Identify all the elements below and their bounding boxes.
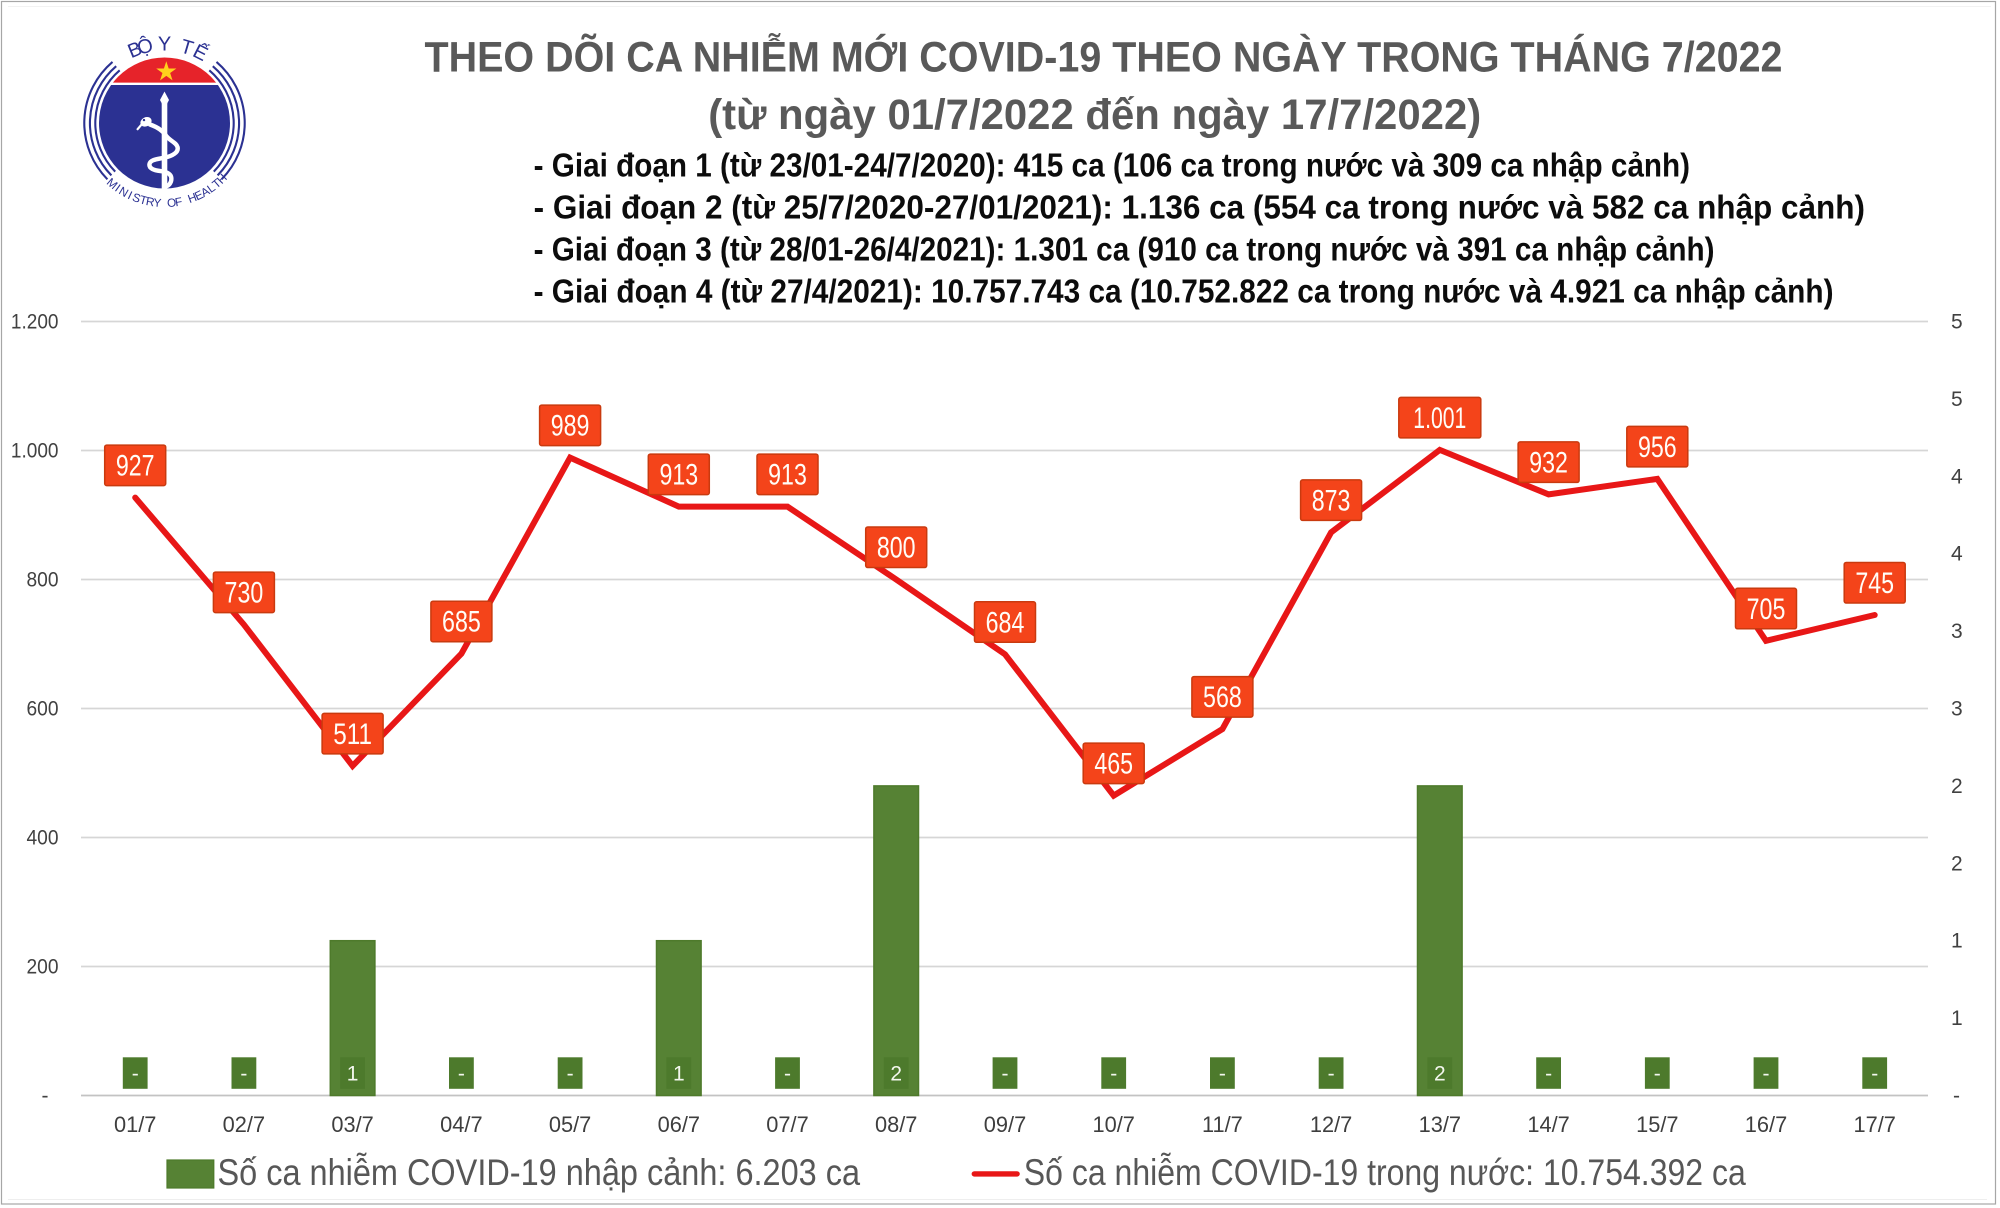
svg-text:5: 5 xyxy=(1951,388,1963,411)
svg-text:02/7: 02/7 xyxy=(223,1112,265,1137)
svg-text:T: T xyxy=(138,192,149,207)
svg-text:4: 4 xyxy=(1951,543,1963,566)
svg-text:800: 800 xyxy=(877,532,916,565)
svg-text:-: - xyxy=(1763,1063,1770,1086)
svg-text:2: 2 xyxy=(1951,852,1963,875)
svg-text:Số ca nhiễm COVID-19 trong nướ: Số ca nhiễm COVID-19 trong nước: 10.754.… xyxy=(1024,1152,1746,1193)
svg-text:05/7: 05/7 xyxy=(549,1112,591,1137)
svg-text:11/7: 11/7 xyxy=(1202,1112,1243,1137)
svg-text:-: - xyxy=(1328,1063,1335,1086)
svg-text:2: 2 xyxy=(1951,775,1963,798)
svg-text:-: - xyxy=(784,1063,791,1086)
svg-text:745: 745 xyxy=(1855,567,1894,600)
svg-text:1.200: 1.200 xyxy=(11,311,59,334)
svg-text:730: 730 xyxy=(225,577,264,610)
svg-text:5: 5 xyxy=(1951,311,1963,334)
svg-text:1: 1 xyxy=(673,1063,685,1086)
svg-text:1: 1 xyxy=(347,1063,359,1086)
svg-text:17/7: 17/7 xyxy=(1853,1112,1895,1137)
svg-text:13/7: 13/7 xyxy=(1419,1112,1461,1137)
svg-text:685: 685 xyxy=(442,606,481,639)
svg-text:- Giai đoạn 1 (từ 23/01-24/7/2: - Giai đoạn 1 (từ 23/01-24/7/2020): 415 … xyxy=(534,147,1690,184)
svg-text:Ộ: Ộ xyxy=(135,33,156,59)
svg-text:2: 2 xyxy=(1434,1063,1446,1086)
svg-text:927: 927 xyxy=(116,450,155,483)
svg-text:4: 4 xyxy=(1951,465,1963,488)
svg-text:600: 600 xyxy=(27,698,59,721)
svg-text:-: - xyxy=(240,1063,247,1086)
svg-text:2: 2 xyxy=(890,1063,902,1086)
svg-text:913: 913 xyxy=(659,459,698,492)
svg-text:932: 932 xyxy=(1529,446,1568,479)
svg-text:Y: Y xyxy=(158,34,171,56)
svg-text:568: 568 xyxy=(1203,681,1242,714)
svg-text:01/7: 01/7 xyxy=(114,1112,156,1137)
svg-text:T: T xyxy=(178,36,196,61)
svg-text:873: 873 xyxy=(1312,484,1351,517)
svg-text:03/7: 03/7 xyxy=(331,1112,373,1137)
svg-text:10/7: 10/7 xyxy=(1092,1112,1134,1137)
svg-text:O: O xyxy=(166,195,176,210)
svg-text:- Giai đoạn 2 (từ 25/7/2020-27: - Giai đoạn 2 (từ 25/7/2020-27/01/2021):… xyxy=(534,189,1865,226)
svg-text:989: 989 xyxy=(551,410,590,443)
svg-text:-: - xyxy=(1545,1063,1552,1086)
svg-text:I: I xyxy=(126,188,135,202)
svg-text:- Giai đoạn 3 (từ 28/01-26/4/2: - Giai đoạn 3 (từ 28/01-26/4/2021): 1.30… xyxy=(534,231,1715,268)
svg-text:R: R xyxy=(145,194,156,209)
svg-text:Y: Y xyxy=(153,195,162,210)
svg-text:1.001: 1.001 xyxy=(1413,402,1466,435)
svg-text:913: 913 xyxy=(768,459,807,492)
svg-text:16/7: 16/7 xyxy=(1745,1112,1787,1137)
svg-text:09/7: 09/7 xyxy=(984,1112,1026,1137)
svg-text:705: 705 xyxy=(1747,593,1786,626)
svg-text:1: 1 xyxy=(1951,1007,1963,1030)
svg-text:- Giai đoạn 4 (từ 27/4/2021):: - Giai đoạn 4 (từ 27/4/2021): 10.757.743… xyxy=(534,273,1834,310)
svg-text:-: - xyxy=(132,1063,139,1086)
svg-text:465: 465 xyxy=(1094,748,1133,781)
svg-text:06/7: 06/7 xyxy=(658,1112,700,1137)
svg-text:800: 800 xyxy=(27,569,59,592)
svg-text:3: 3 xyxy=(1951,620,1963,643)
svg-text:-: - xyxy=(1110,1063,1117,1086)
svg-text:Số ca nhiễm COVID-19 nhập cảnh: Số ca nhiễm COVID-19 nhập cảnh: 6.203 ca xyxy=(218,1152,861,1193)
svg-text:684: 684 xyxy=(986,606,1025,639)
svg-text:-: - xyxy=(1002,1063,1009,1086)
svg-text:3: 3 xyxy=(1951,698,1963,721)
svg-text:14/7: 14/7 xyxy=(1527,1112,1569,1137)
svg-text:200: 200 xyxy=(27,956,59,979)
svg-text:15/7: 15/7 xyxy=(1636,1112,1678,1137)
svg-text:08/7: 08/7 xyxy=(875,1112,917,1137)
svg-text:956: 956 xyxy=(1638,431,1677,464)
svg-text:07/7: 07/7 xyxy=(766,1112,808,1137)
svg-text:400: 400 xyxy=(27,827,59,850)
svg-text:511: 511 xyxy=(333,718,372,751)
svg-text:-: - xyxy=(458,1063,465,1086)
svg-text:(từ ngày 01/7/2022 đến ngày 17: (từ ngày 01/7/2022 đến ngày 17/7/2022) xyxy=(708,91,1481,139)
svg-text:-: - xyxy=(1953,1085,1960,1108)
svg-text:12/7: 12/7 xyxy=(1310,1112,1352,1137)
svg-text:F: F xyxy=(174,194,184,209)
svg-text:-: - xyxy=(567,1063,574,1086)
svg-text:1.000: 1.000 xyxy=(11,440,59,463)
svg-text:I: I xyxy=(112,181,123,194)
svg-text:1: 1 xyxy=(1951,930,1963,953)
svg-text:04/7: 04/7 xyxy=(440,1112,482,1137)
svg-text:-: - xyxy=(1871,1063,1878,1086)
svg-text:-: - xyxy=(1219,1063,1226,1086)
svg-text:THEO DÕI CA NHIỄM MỚI COVID-19: THEO DÕI CA NHIỄM MỚI COVID-19 THEO NGÀY… xyxy=(425,33,1783,82)
svg-text:-: - xyxy=(1654,1063,1661,1086)
svg-text:-: - xyxy=(42,1085,49,1108)
